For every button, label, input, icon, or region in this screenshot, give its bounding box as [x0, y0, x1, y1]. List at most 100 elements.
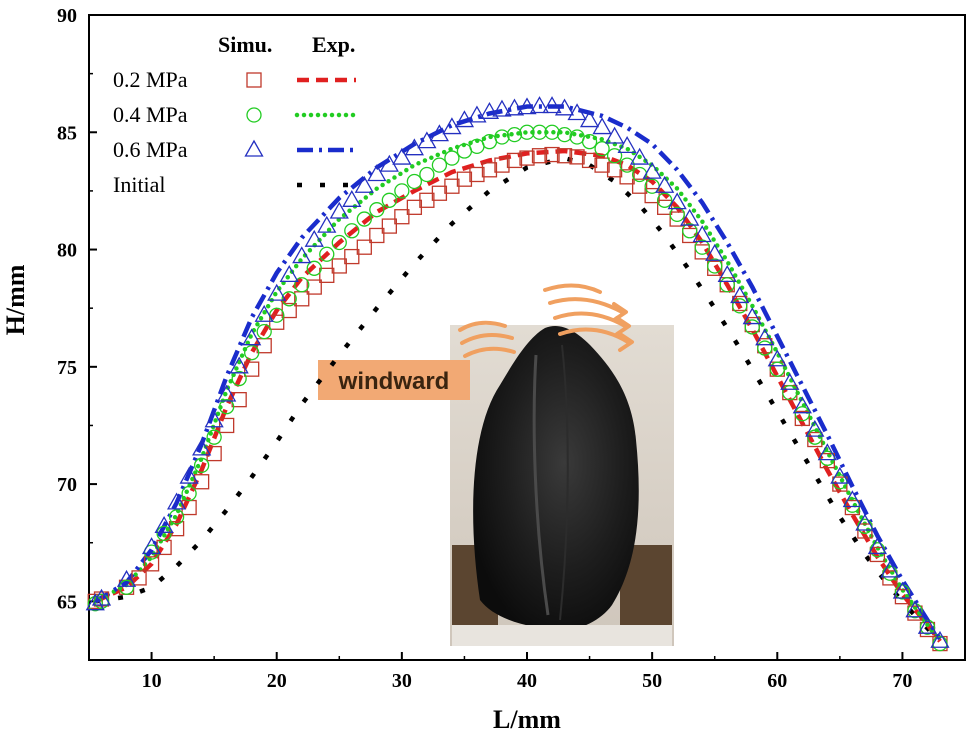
- series-2-point: [730, 286, 750, 304]
- legend-header-simu: Simu.: [218, 32, 272, 57]
- series-2-point: [329, 201, 349, 219]
- series-0-point: [344, 248, 360, 265]
- series-0-point: [657, 199, 673, 215]
- series-2-point: [630, 147, 650, 165]
- series-0-point: [381, 218, 397, 234]
- series-0-point: [206, 445, 222, 462]
- legend-label-1: 0.4 MPa: [113, 102, 188, 127]
- series-2-point: [392, 147, 412, 165]
- x-tick-label-1: 20: [267, 670, 287, 692]
- series-1-point: [219, 399, 235, 415]
- series-1-point: [531, 124, 548, 140]
- series-1-point: [231, 370, 247, 387]
- series-1-point: [156, 525, 172, 541]
- series-1-point: [544, 124, 560, 140]
- inset-photo: windward: [318, 283, 674, 646]
- series-0-point: [356, 239, 372, 255]
- series-2-point: [267, 283, 287, 301]
- legend-marker-0: [246, 72, 262, 88]
- y-tick-label-2: 75: [57, 357, 77, 379]
- series-1-point: [87, 596, 103, 612]
- series-1-point: [744, 319, 760, 335]
- series-0-point: [544, 146, 560, 163]
- series-0-point: [244, 361, 260, 377]
- series-2-point: [154, 515, 174, 533]
- legend-marker-2: [244, 139, 264, 157]
- series-1-point: [732, 298, 748, 314]
- series-2-point: [467, 105, 487, 123]
- legend: Simu. Exp. 0.2 MPa 0.4 MPa 0.6 MPa Initi…: [113, 32, 359, 197]
- series-1-point: [819, 450, 835, 466]
- series-1-point: [381, 192, 397, 208]
- series-markers-2: [85, 96, 950, 648]
- series-2-point: [454, 110, 475, 128]
- series-1-point: [757, 340, 773, 356]
- series-1-point: [694, 239, 710, 255]
- series-2-point: [292, 246, 312, 264]
- series-0-point: [369, 227, 385, 244]
- series-0-point: [256, 338, 272, 354]
- y-tick-label-1: 70: [57, 474, 77, 496]
- series-1-point: [807, 429, 823, 445]
- x-tick-label-0: 10: [142, 670, 162, 692]
- wind-arrows-icon: [458, 283, 634, 358]
- series-0-point: [569, 149, 585, 165]
- series-1-point: [143, 544, 160, 560]
- series-1-point: [782, 384, 798, 401]
- series-2-point: [567, 103, 587, 121]
- series-2-point: [304, 229, 324, 247]
- series-1-point: [294, 277, 310, 293]
- series-1-point: [494, 129, 510, 145]
- series-1-point: [519, 124, 535, 140]
- y-tick-label-4: 85: [57, 122, 77, 144]
- series-0-point: [619, 169, 635, 185]
- series-1-point: [181, 485, 197, 502]
- series-0-point: [231, 392, 247, 408]
- photo-tire-groove: [559, 344, 569, 621]
- series-1-point: [206, 429, 222, 445]
- series-0-point: [481, 162, 498, 178]
- legend-label-2: 0.6 MPa: [113, 137, 188, 162]
- series-2-point: [579, 110, 600, 128]
- photo-floor: [452, 625, 672, 646]
- series-2-point: [755, 328, 775, 346]
- series-2-point: [242, 328, 262, 346]
- series-1-point: [669, 206, 685, 223]
- x-tick-label-6: 70: [892, 670, 912, 692]
- series-0-point: [331, 258, 347, 274]
- series-2-point: [367, 164, 387, 182]
- y-axis-title: H/mm: [1, 264, 30, 335]
- series-2-point: [317, 215, 337, 233]
- series-2-point: [554, 98, 575, 116]
- series-1-point: [919, 619, 936, 635]
- series-0-point: [319, 267, 335, 283]
- series-2-point: [880, 560, 900, 578]
- legend-marker-1: [246, 107, 262, 123]
- series-2-point: [905, 600, 925, 618]
- photo-tire-highlight: [532, 354, 550, 616]
- series-1-point: [606, 148, 623, 164]
- series-2-point: [85, 593, 105, 611]
- series-1-point: [306, 260, 322, 276]
- series-1-point: [719, 277, 735, 293]
- series-2-point: [354, 175, 374, 193]
- series-1-point: [244, 345, 260, 361]
- series-layer: [85, 96, 950, 652]
- series-2-point: [817, 443, 837, 461]
- series-2-point: [217, 384, 237, 402]
- series-2-point: [342, 189, 362, 207]
- y-tick-label-5: 90: [57, 5, 77, 27]
- series-0-point: [469, 166, 485, 183]
- series-2-point: [542, 96, 562, 114]
- series-2-point: [529, 96, 550, 114]
- series-1-point: [281, 291, 297, 307]
- series-1-point: [631, 166, 648, 183]
- series-0-point: [631, 178, 648, 194]
- series-2-point: [141, 537, 162, 555]
- series-1-point: [657, 192, 673, 208]
- series-0-point: [143, 556, 160, 572]
- series-2-point: [517, 97, 537, 115]
- x-axis-title: L/mm: [493, 705, 561, 734]
- y-axis: 65 70 75 80 85 90: [57, 5, 97, 661]
